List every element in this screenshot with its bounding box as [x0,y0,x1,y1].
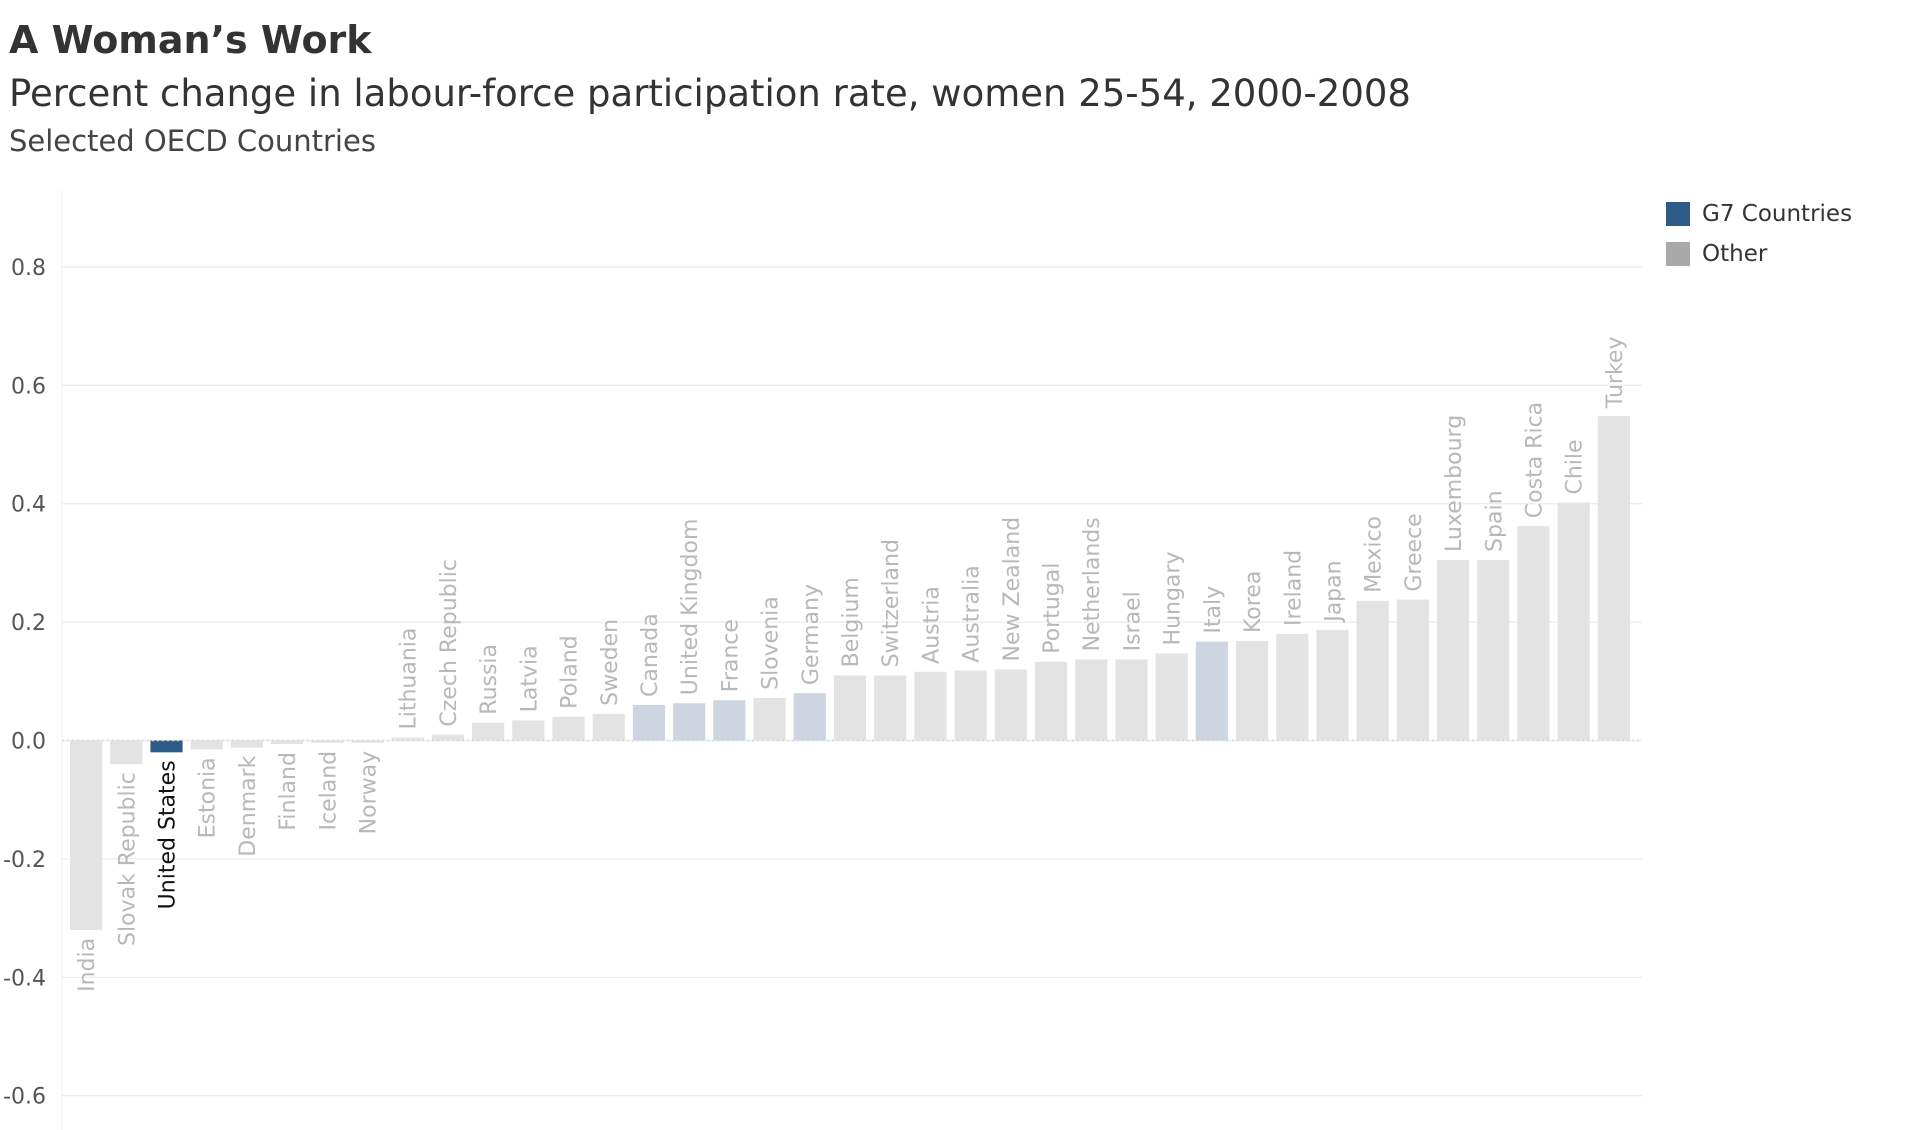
bar-label-belgium: Belgium [839,577,864,667]
legend-label-other: Other [1702,241,1768,267]
bar-finland[interactable] [271,740,304,745]
bar-label-norway: Norway [357,751,382,834]
legend-label-g7: G7 Countries [1702,201,1853,227]
y-tick-label: 0.6 [11,374,46,399]
bar-label-portugal: Portugal [1040,563,1065,654]
bar-label-france: France [718,619,743,692]
legend: G7 Countries Other [1666,194,1852,274]
bar-label-czech-republic: Czech Republic [437,559,462,727]
bar-label-united-kingdom: United Kingdom [678,519,703,696]
bar-label-new-zealand: New Zealand [1000,517,1025,662]
chart-title: A Woman’s Work [9,18,372,62]
bar-austria[interactable] [914,671,947,741]
bar-label-costa-rica: Costa Rica [1522,402,1547,518]
bar-netherlands[interactable] [1075,659,1108,741]
legend-item-g7[interactable]: G7 Countries [1666,194,1852,234]
bar-united-states[interactable] [150,740,183,753]
bar-label-slovak-republic: Slovak Republic [115,772,140,946]
y-tick-label: 0.8 [11,256,46,281]
bar-mexico[interactable] [1356,600,1389,741]
bar-turkey[interactable] [1597,416,1630,741]
bar-portugal[interactable] [1034,661,1068,741]
legend-swatch-g7 [1666,202,1690,226]
bar-japan[interactable] [1316,629,1349,741]
bar-switzerland[interactable] [874,675,907,741]
bar-iceland[interactable] [311,740,344,743]
bar-label-latvia: Latvia [517,645,542,712]
bar-label-korea: Korea [1241,571,1266,633]
bar-label-finland: Finland [276,752,301,831]
y-tick-label: -0.4 [3,966,46,991]
bar-label-austria: Austria [919,586,944,664]
bar-united-kingdom[interactable] [673,703,706,741]
bar-label-united-states: United States [156,760,181,909]
chart-subtitle: Percent change in labour-force participa… [9,72,1411,115]
bar-label-poland: Poland [558,635,583,708]
bar-label-switzerland: Switzerland [879,539,904,667]
bar-label-india: India [75,938,100,992]
bar-germany[interactable] [793,693,826,741]
bar-label-mexico: Mexico [1362,516,1387,593]
bar-label-slovenia: Slovenia [759,596,784,690]
bar-luxembourg[interactable] [1436,559,1470,741]
bar-label-turkey: Turkey [1603,337,1628,410]
legend-item-other[interactable]: Other [1666,234,1852,274]
bar-canada[interactable] [632,704,666,741]
bar-costa-rica[interactable] [1517,526,1550,741]
bar-france[interactable] [713,700,746,741]
bar-israel[interactable] [1115,659,1148,741]
bar-label-netherlands: Netherlands [1080,517,1105,651]
bar-slovenia[interactable] [753,697,786,741]
bar-spain[interactable] [1477,559,1510,741]
bar-lithuania[interactable] [391,737,424,741]
bar-sweden[interactable] [592,713,625,741]
bar-label-italy: Italy [1201,586,1226,634]
y-tick-label: -0.2 [3,848,46,873]
legend-swatch-other [1666,242,1690,266]
bar-label-japan: Japan [1321,560,1346,623]
bar-belgium[interactable] [833,675,867,741]
bar-czech-republic[interactable] [431,734,465,741]
y-tick-label: 0.4 [11,493,46,518]
bar-label-lithuania: Lithuania [397,628,422,730]
bar-label-greece: Greece [1402,513,1427,591]
bar-label-australia: Australia [960,565,985,662]
bar-india[interactable] [70,740,103,930]
bar-label-spain: Spain [1482,490,1507,551]
chart-subsubtitle: Selected OECD Countries [9,124,376,158]
bar-label-iceland: Iceland [316,751,341,831]
bar-label-russia: Russia [477,644,502,715]
y-tick-label: 0.2 [11,611,46,636]
bar-korea[interactable] [1235,641,1269,741]
bar-label-germany: Germany [799,584,824,685]
bar-italy[interactable] [1195,641,1228,741]
bar-label-denmark: Denmark [236,755,261,856]
bar-latvia[interactable] [512,720,545,741]
bar-ireland[interactable] [1276,633,1309,741]
bar-slovak-republic[interactable] [110,740,143,765]
bar-new-zealand[interactable] [994,669,1027,741]
bar-label-israel: Israel [1120,591,1145,651]
y-tick-label: -0.6 [3,1085,46,1110]
bar-label-ireland: Ireland [1281,550,1306,626]
bar-hungary[interactable] [1155,653,1188,741]
bar-australia[interactable] [954,670,987,741]
bar-russia[interactable] [472,722,505,741]
bar-label-estonia: Estonia [196,757,221,838]
bar-label-sweden: Sweden [598,619,623,706]
bar-label-hungary: Hungary [1161,552,1186,646]
bar-norway[interactable] [351,740,384,743]
bar-label-luxembourg: Luxembourg [1442,415,1467,552]
bar-estonia[interactable] [190,740,223,750]
bar-greece[interactable] [1396,599,1429,741]
bar-label-canada: Canada [638,613,663,697]
bar-label-chile: Chile [1563,439,1588,494]
bar-chile[interactable] [1557,502,1590,741]
bar-denmark[interactable] [230,740,264,748]
y-tick-label: 0.0 [11,729,46,754]
bar-poland[interactable] [552,716,585,741]
